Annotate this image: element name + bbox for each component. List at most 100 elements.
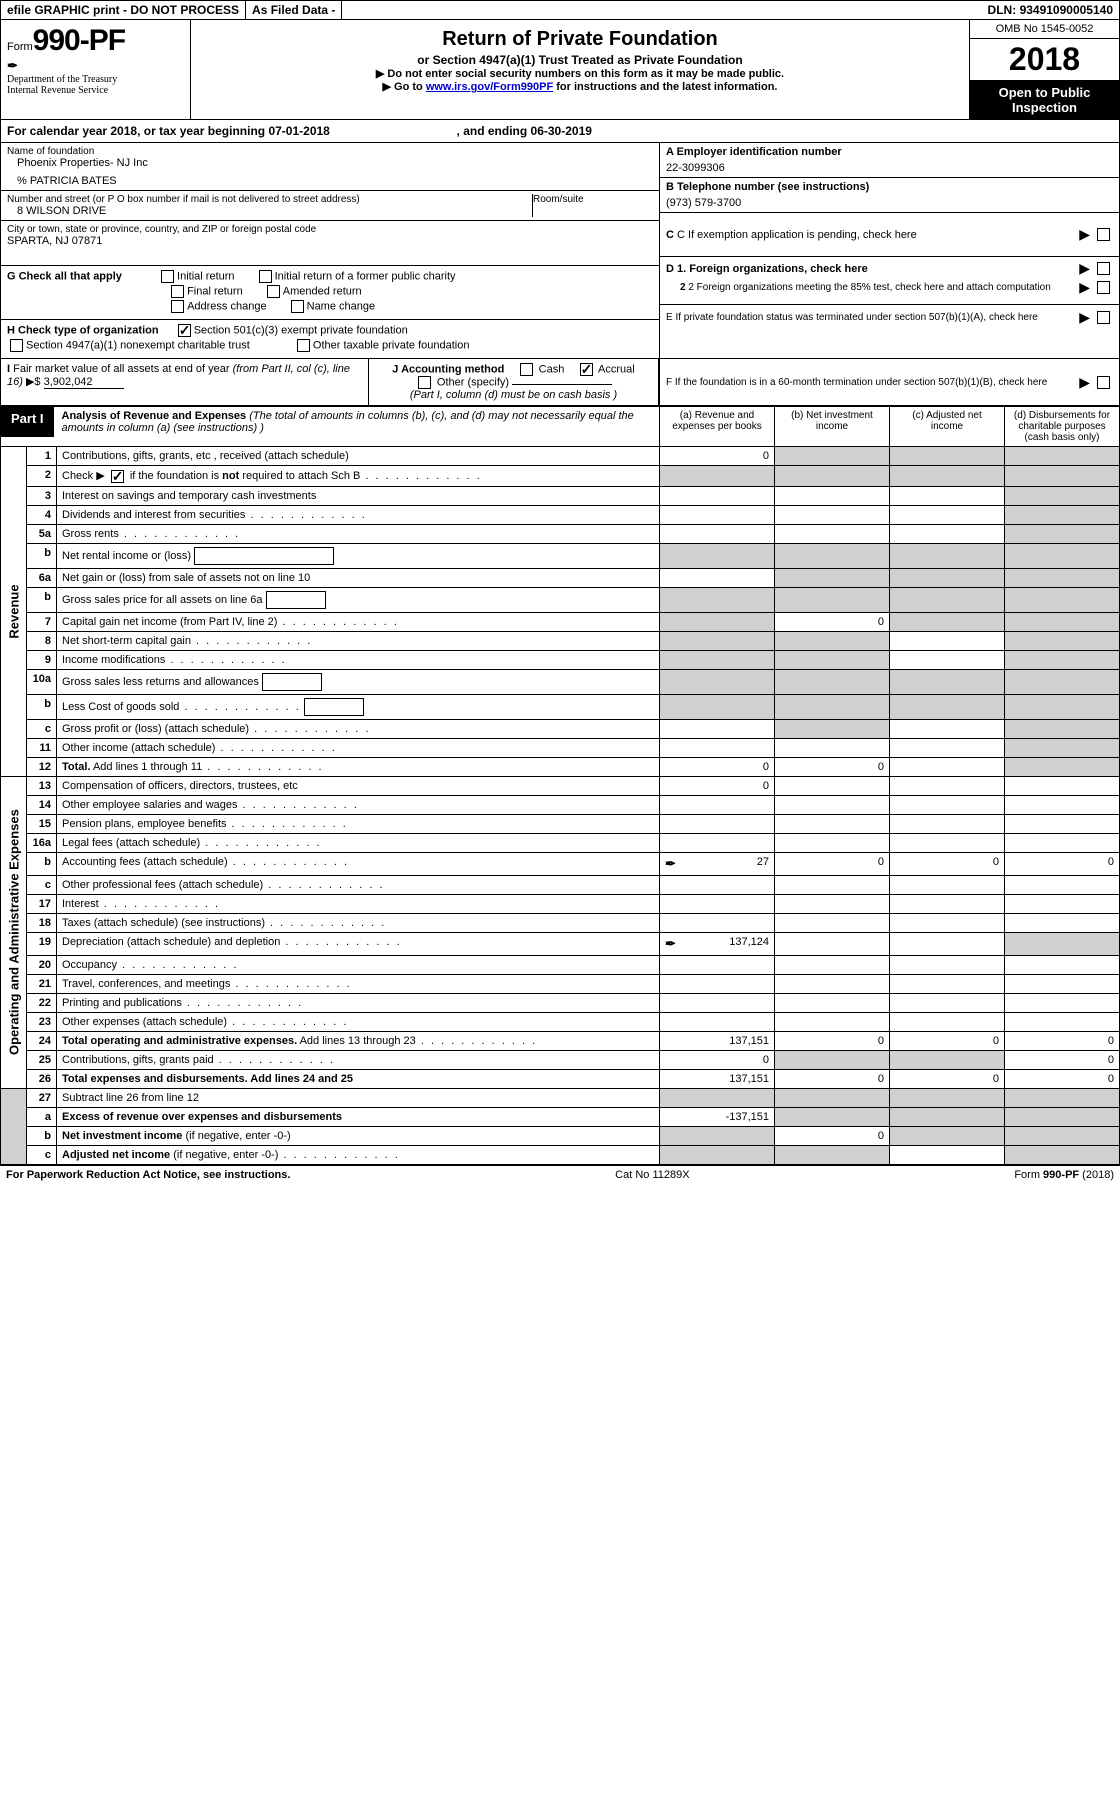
c-cell: C C If exemption application is pending,… bbox=[660, 213, 1119, 257]
line-25: 25Contributions, gifts, grants paid00 bbox=[1, 1050, 1120, 1069]
f-checkbox[interactable] bbox=[1097, 376, 1110, 389]
efile-label: efile GRAPHIC print - DO NOT PROCESS bbox=[1, 1, 246, 19]
form-number: Form990-PF bbox=[7, 24, 184, 58]
form-note2: ▶ Go to www.irs.gov/Form990PF for instru… bbox=[199, 80, 961, 93]
col-a-header: (a) Revenue and expenses per books bbox=[660, 407, 775, 447]
l2-checkbox[interactable] bbox=[111, 470, 124, 483]
g-address-change[interactable]: Address change bbox=[168, 300, 267, 313]
scroll-icon: ✒ bbox=[7, 58, 18, 74]
ijf-row: I Fair market value of all assets at end… bbox=[0, 359, 1120, 406]
c-checkbox[interactable] bbox=[1097, 228, 1110, 241]
line-14: 14Other employee salaries and wages bbox=[1, 795, 1120, 814]
line-20: 20Occupancy bbox=[1, 955, 1120, 974]
d1-checkbox[interactable] bbox=[1097, 262, 1110, 275]
g-initial-former[interactable]: Initial return of a former public charit… bbox=[256, 270, 456, 283]
line-3: 3Interest on savings and temporary cash … bbox=[1, 486, 1120, 505]
attach-icon[interactable]: ✒ bbox=[665, 936, 676, 952]
attach-icon[interactable]: ✒ bbox=[665, 856, 676, 872]
phone-cell: B Telephone number (see instructions) (9… bbox=[660, 178, 1119, 213]
line-23: 23Other expenses (attach schedule) bbox=[1, 1012, 1120, 1031]
header-right: OMB No 1545-0052 2018 Open to Public Ins… bbox=[969, 20, 1119, 119]
ein-cell: A Employer identification number 22-3099… bbox=[660, 143, 1119, 178]
line-10b: bLess Cost of goods sold bbox=[1, 694, 1120, 719]
line-5b: bNet rental income or (loss) bbox=[1, 543, 1120, 568]
header-title-block: Return of Private Foundation or Section … bbox=[191, 20, 969, 119]
g-final-return[interactable]: Final return bbox=[168, 285, 243, 298]
line-1: Revenue 1Contributions, gifts, grants, e… bbox=[1, 447, 1120, 466]
d2-checkbox[interactable] bbox=[1097, 281, 1110, 294]
line-12: 12Total. Add lines 1 through 1100 bbox=[1, 757, 1120, 776]
line-10c: cGross profit or (loss) (attach schedule… bbox=[1, 719, 1120, 738]
line-7: 7Capital gain net income (from Part IV, … bbox=[1, 612, 1120, 631]
line-4: 4Dividends and interest from securities bbox=[1, 505, 1120, 524]
foundation-name-cell: Name of foundation Phoenix Properties- N… bbox=[1, 143, 659, 191]
revenue-sidebar: Revenue bbox=[1, 447, 27, 777]
part1-header-row: Part I Analysis of Revenue and Expenses … bbox=[1, 407, 1120, 447]
line-16a: 16aLegal fees (attach schedule) bbox=[1, 833, 1120, 852]
arrow-icon: ▶ bbox=[1075, 260, 1094, 277]
line-26: 26Total expenses and disbursements. Add … bbox=[1, 1069, 1120, 1088]
line-5a: 5aGross rents bbox=[1, 524, 1120, 543]
row-h: H Check type of organization Section 501… bbox=[1, 320, 659, 358]
i-cell: I Fair market value of all assets at end… bbox=[1, 359, 369, 405]
dln: DLN: 93491090005140 bbox=[982, 1, 1119, 19]
line-21: 21Travel, conferences, and meetings bbox=[1, 974, 1120, 993]
j-accrual-checkbox[interactable] bbox=[580, 363, 593, 376]
form-title: Return of Private Foundation bbox=[199, 28, 961, 51]
e-cell: E If private foundation status was termi… bbox=[660, 305, 1119, 330]
line-2: 2Check ▶ if the foundation is not requir… bbox=[1, 466, 1120, 487]
city-cell: City or town, state or province, country… bbox=[1, 221, 659, 265]
line-19: 19Depreciation (attach schedule) and dep… bbox=[1, 932, 1120, 955]
line-10a: 10aGross sales less returns and allowanc… bbox=[1, 669, 1120, 694]
identity-left: Name of foundation Phoenix Properties- N… bbox=[1, 143, 659, 358]
street-cell: Number and street (or P O box number if … bbox=[7, 194, 533, 217]
top-bar: efile GRAPHIC print - DO NOT PROCESS As … bbox=[0, 0, 1120, 20]
form-note1: ▶ Do not enter social security numbers o… bbox=[199, 67, 961, 80]
line-16c: cOther professional fees (attach schedul… bbox=[1, 875, 1120, 894]
j-other-checkbox[interactable] bbox=[418, 376, 431, 389]
col-d-header: (d) Disbursements for charitable purpose… bbox=[1005, 407, 1120, 447]
tax-year: 2018 bbox=[970, 39, 1119, 81]
identity-right: A Employer identification number 22-3099… bbox=[659, 143, 1119, 358]
header-left: Form990-PF ✒ Department of the Treasury … bbox=[1, 20, 191, 119]
footer-mid: Cat No 11289X bbox=[615, 1169, 689, 1181]
open-inspection: Open to Public Inspection bbox=[970, 81, 1119, 119]
e-checkbox[interactable] bbox=[1097, 311, 1110, 324]
part1-table: Part I Analysis of Revenue and Expenses … bbox=[0, 406, 1120, 1165]
line-24: 24Total operating and administrative exp… bbox=[1, 1031, 1120, 1050]
line-17: 17Interest bbox=[1, 894, 1120, 913]
h-4947a1[interactable]: Section 4947(a)(1) nonexempt charitable … bbox=[7, 339, 250, 352]
j-cash-checkbox[interactable] bbox=[520, 363, 533, 376]
line-9: 9Income modifications bbox=[1, 650, 1120, 669]
h-501c3[interactable]: Section 501(c)(3) exempt private foundat… bbox=[175, 324, 408, 337]
line-6b: bGross sales price for all assets on lin… bbox=[1, 587, 1120, 612]
line-15: 15Pension plans, employee benefits bbox=[1, 814, 1120, 833]
d-cell: D 1. Foreign organizations, check here ▶… bbox=[660, 257, 1119, 305]
g-amended[interactable]: Amended return bbox=[264, 285, 362, 298]
g-initial-return[interactable]: Initial return bbox=[158, 270, 234, 283]
arrow-icon: ▶ bbox=[1075, 374, 1094, 391]
identity-grid: Name of foundation Phoenix Properties- N… bbox=[0, 143, 1120, 359]
g-name-change[interactable]: Name change bbox=[288, 300, 376, 313]
footer-right: Form 990-PF (2018) bbox=[1014, 1169, 1114, 1181]
expenses-sidebar: Operating and Administrative Expenses bbox=[1, 776, 27, 1088]
dept2: Internal Revenue Service bbox=[7, 85, 184, 96]
line-13: Operating and Administrative Expenses 13… bbox=[1, 776, 1120, 795]
line-16b: bAccounting fees (attach schedule)✒27000 bbox=[1, 852, 1120, 875]
irs-link[interactable]: www.irs.gov/Form990PF bbox=[426, 81, 553, 93]
arrow-icon: ▶ bbox=[1075, 279, 1094, 296]
address-row: Number and street (or P O box number if … bbox=[1, 191, 659, 221]
line-27b: bNet investment income (if negative, ent… bbox=[1, 1126, 1120, 1145]
col-b-header: (b) Net investment income bbox=[775, 407, 890, 447]
line-8: 8Net short-term capital gain bbox=[1, 631, 1120, 650]
j-cell: J Accounting method Cash Accrual Other (… bbox=[369, 359, 659, 405]
form-header: Form990-PF ✒ Department of the Treasury … bbox=[0, 20, 1120, 120]
dept1: Department of the Treasury bbox=[7, 74, 184, 85]
room-cell: Room/suite bbox=[533, 194, 653, 217]
arrow-icon: ▶ bbox=[1075, 309, 1094, 326]
line-27a: aExcess of revenue over expenses and dis… bbox=[1, 1107, 1120, 1126]
h-other-taxable[interactable]: Other taxable private foundation bbox=[294, 339, 470, 352]
asfiled-label: As Filed Data - bbox=[246, 1, 342, 19]
line-18: 18Taxes (attach schedule) (see instructi… bbox=[1, 913, 1120, 932]
line-6a: 6aNet gain or (loss) from sale of assets… bbox=[1, 568, 1120, 587]
